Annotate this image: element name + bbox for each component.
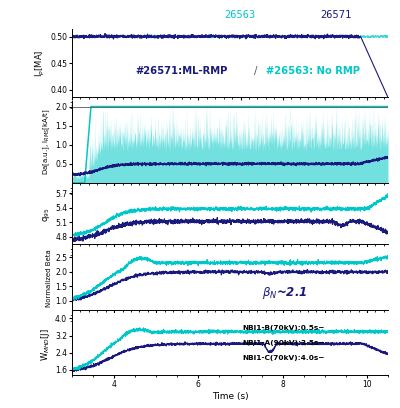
Y-axis label: q$_{95}$: q$_{95}$ bbox=[41, 208, 52, 222]
Y-axis label: I$_p$[MA]: I$_p$[MA] bbox=[34, 49, 47, 77]
Text: 26571: 26571 bbox=[320, 10, 352, 20]
Text: NBI1-A(90kV):3.5s~: NBI1-A(90kV):3.5s~ bbox=[243, 340, 325, 346]
Y-axis label: Da[a.u.], I$_{RMS}$[kA/t]: Da[a.u.], I$_{RMS}$[kA/t] bbox=[42, 109, 52, 175]
X-axis label: Time (s): Time (s) bbox=[212, 392, 248, 401]
Text: NBI1-B(70kV):0.5s~: NBI1-B(70kV):0.5s~ bbox=[243, 326, 325, 331]
Text: $\beta_N$~2.1: $\beta_N$~2.1 bbox=[262, 285, 307, 301]
Text: 26563: 26563 bbox=[224, 10, 256, 20]
Text: #26563: No RMP: #26563: No RMP bbox=[266, 66, 360, 76]
Text: #26571:ML-RMP: #26571:ML-RMP bbox=[135, 66, 228, 76]
Y-axis label: W$_{MHD}$[J]: W$_{MHD}$[J] bbox=[39, 328, 52, 361]
Text: /: / bbox=[254, 66, 257, 76]
Text: NBI1-C(70kV):4.0s~: NBI1-C(70kV):4.0s~ bbox=[243, 355, 325, 361]
Y-axis label: Normalized Beta: Normalized Beta bbox=[46, 250, 52, 307]
